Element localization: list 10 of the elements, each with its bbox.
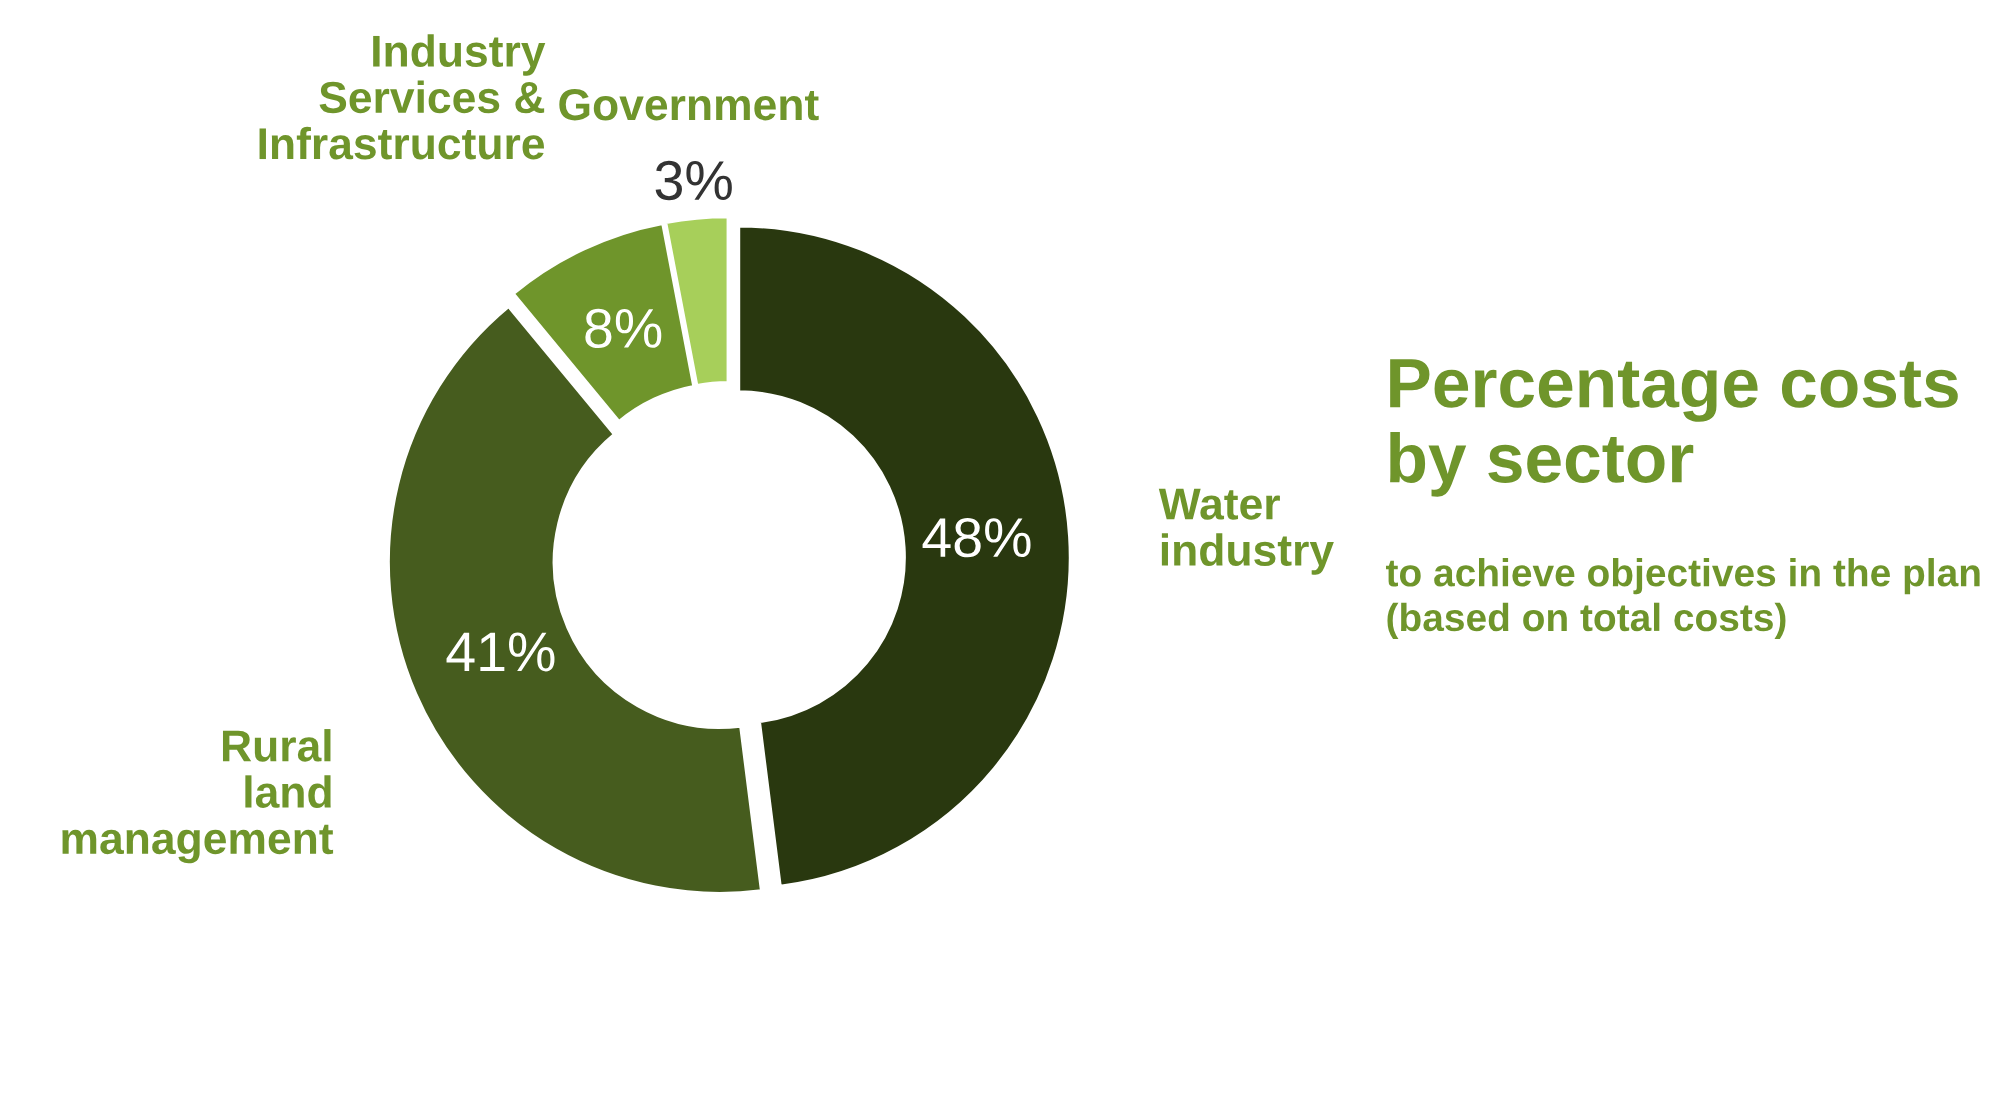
text: Percentage costs by sector (1390, 359, 1958, 497)
slice-label: Industry Services & Infrastructure (259, 34, 546, 160)
slice-label: Water industry (1158, 488, 1334, 575)
slice-label: Rural land management (62, 729, 334, 864)
data-label: 41% (446, 632, 555, 672)
data-label: 3% (655, 160, 732, 201)
data-label: 8% (585, 308, 662, 349)
text: to achieve objectives in the plan (based on total costs) (1385, 558, 1980, 639)
slice-label: Government (559, 88, 819, 121)
data-label: 48% (922, 517, 1031, 558)
